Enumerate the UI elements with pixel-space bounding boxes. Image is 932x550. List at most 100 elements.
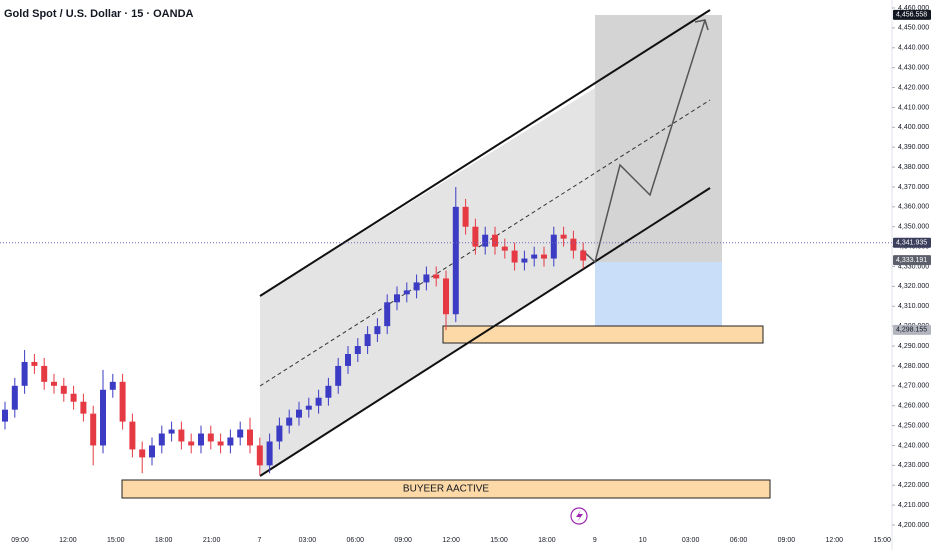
candle-body: [305, 405, 312, 410]
candle-body: [394, 294, 400, 303]
y-tick-label: 4,440.000: [898, 45, 929, 52]
candle-body: [276, 425, 283, 442]
x-tick-label: 12:00: [826, 537, 844, 544]
x-tick-label: 9: [593, 537, 597, 544]
channel-bottom: [259, 187, 711, 477]
candle-body: [217, 441, 224, 446]
candle-body: [286, 417, 293, 426]
candle-body: [580, 250, 587, 261]
y-tick-label: 4,360.000: [898, 204, 929, 211]
x-tick-label: 09:00: [778, 537, 796, 544]
y-tick-label: 4,410.000: [898, 104, 929, 111]
x-tick-label: 15:00: [107, 537, 125, 544]
candle-body: [198, 433, 204, 446]
target-box: [595, 15, 722, 262]
candle-body: [60, 385, 67, 394]
candle-body: [472, 226, 479, 247]
x-tick-label: 03:00: [299, 537, 317, 544]
buyer-zone: [121, 479, 771, 499]
y-tick-label: 4,220.000: [898, 482, 929, 489]
y-tick-label: 4,270.000: [898, 383, 929, 390]
y-tick-label: 4,260.000: [898, 403, 929, 410]
y-tick-label: 4,450.000: [898, 25, 929, 32]
candle-body: [384, 302, 391, 327]
candle-body: [51, 381, 57, 386]
candle-body: [443, 278, 449, 315]
y-tick-label: 4,380.000: [898, 164, 929, 171]
x-tick-label: 21:00: [203, 537, 221, 544]
price-badge-label: 4,341.935: [896, 240, 927, 247]
candle-body: [266, 441, 273, 466]
event-icon: [570, 507, 588, 525]
candle-body: [462, 206, 469, 227]
y-tick-label: 4,240.000: [898, 442, 929, 449]
x-tick-label: 7: [258, 537, 262, 544]
candle-body: [119, 381, 126, 422]
y-tick-label: 4,370.000: [898, 184, 929, 191]
candle-body: [227, 437, 234, 446]
y-tick-label: 4,400.000: [898, 124, 929, 131]
candle-body: [433, 274, 440, 279]
candle-body: [158, 433, 165, 446]
candle-body: [452, 206, 459, 315]
price-badge-label: 4,298.155: [896, 327, 927, 334]
candle-body: [109, 381, 116, 390]
price-badge: [893, 324, 931, 335]
candle-body: [511, 250, 518, 263]
candle-body: [501, 246, 508, 251]
y-tick-label: 4,330.000: [898, 263, 929, 270]
candle-body: [482, 234, 489, 247]
candle-body: [41, 365, 48, 382]
x-tick-label: 15:00: [490, 537, 508, 544]
candle-body: [492, 234, 498, 247]
y-tick-label: 4,230.000: [898, 462, 929, 469]
candle-body: [354, 346, 361, 354]
candle-body: [560, 234, 567, 239]
projection-arrow: [581, 19, 706, 264]
candle-body: [129, 421, 136, 450]
candle-body: [335, 365, 342, 386]
x-tick-label: 06:00: [347, 537, 365, 544]
x-tick-label: 10: [639, 537, 647, 544]
x-tick-label: 09:00: [11, 537, 29, 544]
candle-body: [550, 234, 557, 259]
candle-body: [256, 445, 263, 466]
candle-body: [168, 429, 175, 434]
y-tick-label: 4,250.000: [898, 422, 929, 429]
x-tick-label: 12:00: [442, 537, 460, 544]
candle-body: [364, 334, 371, 347]
y-tick-label: 4,310.000: [898, 303, 929, 310]
candle-body: [570, 238, 577, 251]
candle-body: [100, 389, 106, 446]
candle-body: [31, 361, 38, 366]
candle-body: [149, 445, 155, 458]
candle-body: [237, 429, 244, 438]
candle-body: [315, 397, 322, 406]
zone-label: BUYEER AACTIVE: [403, 484, 489, 495]
candle-body: [345, 353, 351, 366]
event-bolt: [576, 510, 583, 522]
candle-body: [178, 429, 185, 442]
y-tick-label: 4,390.000: [898, 144, 929, 151]
price-badge: [893, 9, 931, 20]
candle-body: [21, 361, 28, 386]
price-badge-label: 4,333.191: [896, 257, 927, 264]
candle-body: [403, 290, 410, 295]
candle-body: [80, 401, 87, 414]
demand-zone: [442, 325, 764, 344]
candle-body: [2, 409, 8, 422]
candle-body: [90, 413, 97, 446]
x-tick-label: 06:00: [730, 537, 748, 544]
candle-body: [541, 254, 547, 259]
price-badge: [893, 255, 931, 266]
stop-box: [595, 262, 722, 330]
candle-body: [70, 393, 77, 402]
x-tick-label: 09:00: [394, 537, 412, 544]
y-tick-label: 4,210.000: [898, 502, 929, 509]
candle-body: [296, 409, 302, 418]
candle-body: [247, 429, 253, 446]
chart-title: Gold Spot / U.S. Dollar · 15 · OANDA: [4, 8, 194, 20]
x-tick-label: 18:00: [538, 537, 556, 544]
